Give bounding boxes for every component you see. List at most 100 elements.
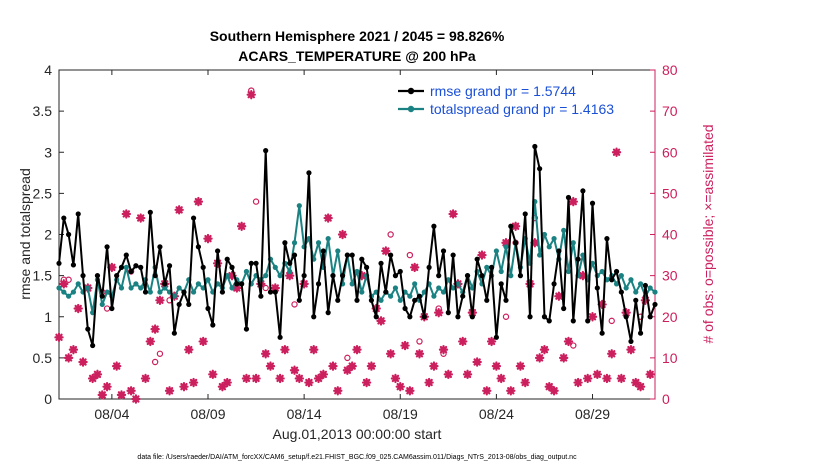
rmse-point <box>109 305 115 312</box>
obs-possible-point <box>151 358 159 366</box>
obs-assimilated-point <box>443 369 454 380</box>
rmse-point <box>339 273 346 279</box>
totalspread-point <box>291 240 298 246</box>
x-tick-label: 08/09 <box>190 406 225 422</box>
obs-assimilated-point <box>179 381 189 392</box>
plot-area <box>58 69 656 400</box>
plot-frame <box>58 69 656 400</box>
obs-assimilated-point <box>227 270 237 281</box>
rmse-point <box>190 215 197 221</box>
rmse-point <box>210 322 216 328</box>
y-right-tick-label: 20 <box>662 309 678 325</box>
rmse-point <box>267 289 274 295</box>
chart-title-line1: Southern Hemisphere 2021 / 2045 = 98.826… <box>210 28 505 44</box>
obs-assimilated-point <box>568 196 578 207</box>
obs-assimilated-point <box>501 238 511 248</box>
obs-possible-point <box>416 338 423 345</box>
obs-assimilated-point <box>155 295 165 305</box>
totalspread-point <box>195 281 201 287</box>
totalspread-point <box>277 273 283 279</box>
rmse-point <box>421 314 427 320</box>
obs-assimilated-point <box>222 377 232 388</box>
rmse-point <box>171 330 177 336</box>
rmse-point <box>243 326 250 332</box>
obs-assimilated-point <box>424 377 434 388</box>
totalspread-point <box>613 281 620 287</box>
totalspread-point <box>647 285 653 291</box>
totalspread-point <box>623 285 629 291</box>
obs-assimilated-point <box>631 377 641 388</box>
rmse-point <box>349 252 355 258</box>
obs-assimilated-point <box>203 233 213 244</box>
totalspread-point <box>118 285 125 291</box>
y-left-tick-label: 3.5 <box>33 103 53 119</box>
obs-assimilated-point <box>184 344 194 355</box>
legend: rmse grand pr = 1.5744 totalspread grand… <box>393 80 633 120</box>
totalspread-point <box>99 301 105 308</box>
rmse-point <box>128 268 134 275</box>
x-tick-label: 08/29 <box>575 406 610 422</box>
rmse-point <box>642 282 648 289</box>
legend-rmse-marker <box>407 87 415 95</box>
rmse-point <box>604 236 610 242</box>
totalspread-point <box>498 268 504 275</box>
obs-assimilated-point <box>246 89 256 100</box>
rmse-point <box>460 293 466 299</box>
totalspread-point <box>570 240 576 246</box>
totalspread-point <box>503 244 509 250</box>
rmse-point <box>383 289 389 295</box>
rmse-point <box>618 289 624 295</box>
y-right-tick-label: 10 <box>662 350 678 366</box>
rmse-point <box>440 248 447 254</box>
rmse-point <box>498 281 504 287</box>
totalspread-point <box>243 268 250 275</box>
rmse-point <box>575 256 581 262</box>
obs-assimilated-point <box>635 381 646 392</box>
obs-assimilated-point <box>381 246 391 256</box>
rmse-point <box>522 211 528 217</box>
rmse-point <box>99 293 105 299</box>
obs-assimilated-point <box>385 349 396 359</box>
rmse-point <box>142 289 149 295</box>
rmse-point <box>609 277 615 283</box>
x-tick-label: 08/24 <box>479 406 514 422</box>
totalspread-point <box>633 289 639 295</box>
rmse-point <box>258 293 264 299</box>
obs-assimilated-point <box>438 344 449 355</box>
totalspread-point <box>315 240 322 246</box>
totalspread-point <box>561 227 567 233</box>
totalspread-point <box>541 231 548 238</box>
x-tick-label: 08/19 <box>383 406 418 422</box>
y-right-tick-label: 80 <box>662 62 678 78</box>
totalspread-point <box>436 285 442 291</box>
y-axis-left-label: rmse and totalspread <box>17 168 33 300</box>
rmse-point <box>263 148 269 154</box>
rmse-point <box>585 318 591 324</box>
rmse-point <box>114 273 120 279</box>
obs-assimilated-point <box>241 373 252 384</box>
rmse-point <box>138 264 144 270</box>
rmse-point <box>94 273 101 279</box>
y-left-tick-label: 0 <box>44 391 52 407</box>
obs-assimilated-point <box>236 221 247 231</box>
x-axis-label: Aug.01,2013 00:00:00 start <box>273 426 442 442</box>
rmse-point <box>157 244 163 250</box>
rmse-point <box>493 334 499 340</box>
obs-assimilated-point <box>448 209 458 219</box>
obs-assimilated-point <box>544 381 554 392</box>
obs-assimilated-point <box>121 209 131 219</box>
rmse-point <box>464 273 471 279</box>
obs-assimilated-point <box>645 369 655 380</box>
rmse-point <box>306 170 312 176</box>
obs-assimilated-point <box>304 377 314 388</box>
y-axis-right-label: # of obs: o=possible; ×=assimilated <box>700 124 716 343</box>
rmse-point <box>229 264 235 270</box>
totalspread-point <box>589 260 596 266</box>
rmse-point <box>147 209 153 215</box>
obs-assimilated-point <box>126 386 136 396</box>
totalspread-point <box>637 281 644 287</box>
totalspread-point <box>359 289 365 295</box>
rmse-point <box>75 211 81 217</box>
x-tick-label: 08/14 <box>287 406 322 422</box>
